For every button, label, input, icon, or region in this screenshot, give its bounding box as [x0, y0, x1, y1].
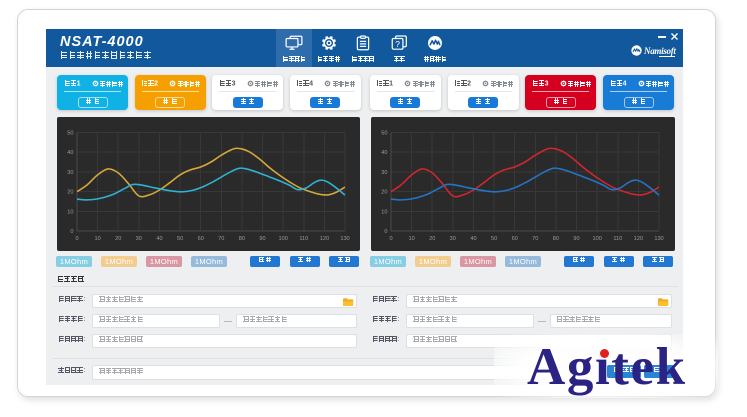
svg-text:20: 20 — [67, 190, 73, 196]
svg-text:60: 60 — [512, 236, 518, 242]
svg-text:30: 30 — [136, 236, 142, 242]
svg-text:90: 90 — [259, 236, 265, 242]
svg-text:30: 30 — [67, 170, 73, 176]
svg-text:10: 10 — [408, 236, 414, 242]
svg-text:110: 110 — [613, 236, 622, 242]
svg-text:100: 100 — [279, 236, 288, 242]
svg-text:30: 30 — [381, 170, 387, 176]
svg-text:130: 130 — [340, 236, 349, 242]
svg-text:40: 40 — [67, 150, 73, 156]
svg-text:20: 20 — [115, 236, 121, 242]
svg-text:20: 20 — [381, 190, 387, 196]
svg-text:40: 40 — [156, 236, 162, 242]
svg-text:20: 20 — [429, 236, 435, 242]
svg-text:50: 50 — [381, 131, 387, 137]
svg-text:70: 70 — [218, 236, 224, 242]
svg-text:40: 40 — [470, 236, 476, 242]
svg-text:50: 50 — [177, 236, 183, 242]
svg-text:50: 50 — [491, 236, 497, 242]
svg-text:80: 80 — [239, 236, 245, 242]
svg-text:10: 10 — [67, 209, 73, 215]
svg-text:0: 0 — [70, 229, 73, 235]
svg-text:30: 30 — [450, 236, 456, 242]
svg-text:90: 90 — [573, 236, 579, 242]
svg-text:40: 40 — [381, 150, 387, 156]
svg-text:0: 0 — [384, 229, 387, 235]
svg-text:0: 0 — [389, 236, 392, 242]
svg-text:10: 10 — [381, 209, 387, 215]
svg-text:110: 110 — [299, 236, 308, 242]
svg-text:70: 70 — [532, 236, 538, 242]
svg-text:10: 10 — [94, 236, 100, 242]
svg-text:120: 120 — [320, 236, 329, 242]
svg-text:130: 130 — [654, 236, 663, 242]
svg-text:?: ? — [395, 39, 400, 49]
svg-text:0: 0 — [75, 236, 78, 242]
svg-text:50: 50 — [67, 131, 73, 137]
svg-text:80: 80 — [553, 236, 559, 242]
svg-text:120: 120 — [634, 236, 643, 242]
svg-text:60: 60 — [198, 236, 204, 242]
svg-text:100: 100 — [593, 236, 602, 242]
